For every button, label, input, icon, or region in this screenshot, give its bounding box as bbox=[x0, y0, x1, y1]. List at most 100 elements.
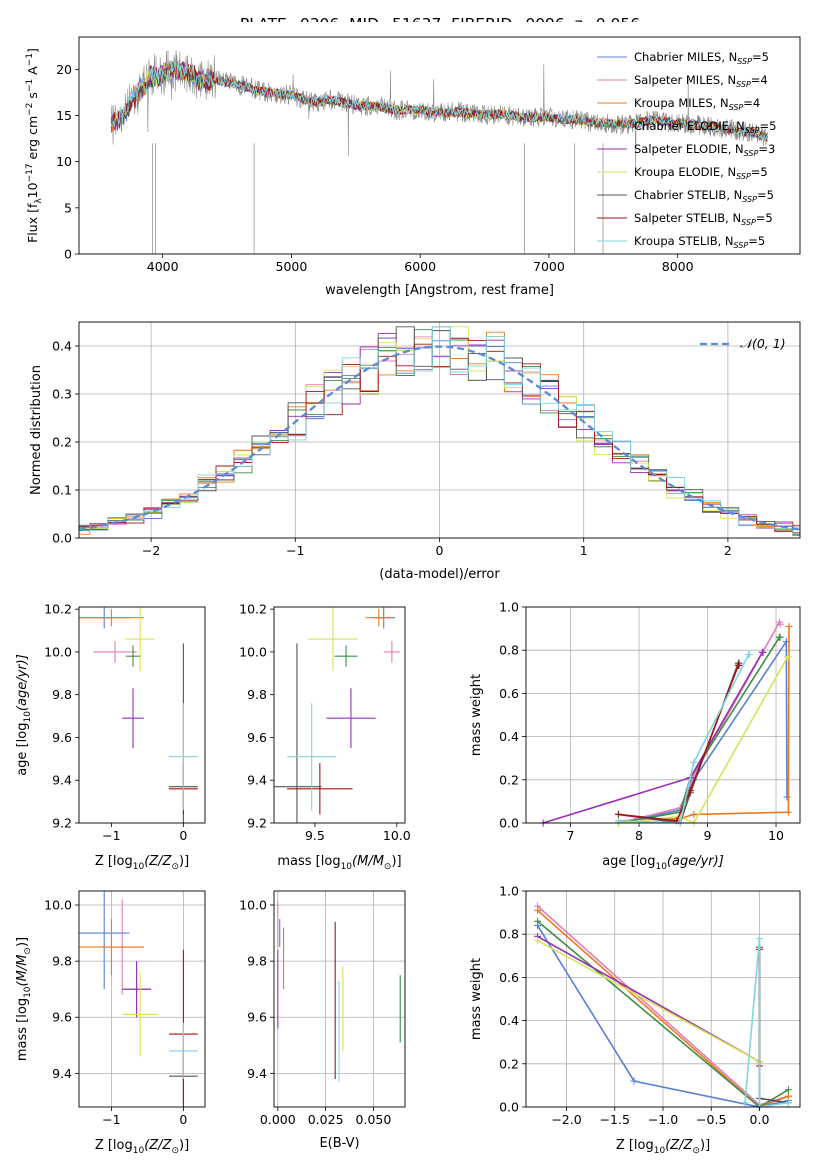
legend-label: Kroupa STELIB, NSSP=5 bbox=[634, 234, 765, 250]
x-tick-label: 2 bbox=[724, 543, 732, 558]
y-tick-label: 9.4 bbox=[52, 773, 72, 788]
x-tick-label: 9 bbox=[704, 828, 712, 843]
y-tick-label: 0.1 bbox=[52, 483, 72, 498]
x-tick-label: 0 bbox=[179, 1112, 187, 1127]
y-tick-label: 1.0 bbox=[499, 884, 519, 899]
x-tick-label: −2.0 bbox=[551, 1112, 581, 1127]
y-axis-label: Normed distribution bbox=[29, 365, 44, 495]
x-tick-label: −1 bbox=[102, 828, 120, 843]
y-axis-label: mass [log10(M/M⊙)] bbox=[15, 937, 33, 1061]
x-axis-label: E(B-V) bbox=[319, 1136, 359, 1151]
x-tick-label: 5000 bbox=[276, 259, 308, 274]
mass-weight-vs-age-panel: 0.0 0.2 0.4 0.6 0.8 1.0 7 8 9 10 age [log10(age/yr… bbox=[469, 600, 801, 872]
axes-frame bbox=[78, 890, 206, 1108]
y-tick-label: 10.0 bbox=[239, 644, 267, 659]
y-axis-label: mass weight bbox=[469, 674, 484, 756]
y-tick-label: 9.8 bbox=[52, 687, 72, 702]
x-tick-label: −1.5 bbox=[600, 1112, 630, 1127]
x-tick-label: 9.5 bbox=[305, 828, 325, 843]
hist-kroupa-stelib bbox=[79, 326, 800, 535]
mass-weight-vs-z-panel: 0.0 0.2 0.4 0.6 0.8 1.0 −2.0 −1.5 −1.0 −0.5 0.0 Z [… bbox=[469, 884, 801, 1156]
axes-frame bbox=[78, 36, 801, 255]
normal-curve bbox=[78, 345, 801, 531]
line-salpeter-stelib bbox=[618, 664, 740, 822]
y-tick-label: 20 bbox=[56, 62, 72, 77]
legend-label: Chabrier STELIB, NSSP=5 bbox=[634, 188, 774, 204]
y-tick-label: 0.4 bbox=[499, 729, 519, 744]
y-tick-label: 0.2 bbox=[52, 435, 72, 450]
x-tick-label: 10 bbox=[768, 828, 784, 843]
x-tick-label: −2 bbox=[142, 543, 160, 558]
x-tick-label: −1 bbox=[286, 543, 304, 558]
y-tick-label: 9.6 bbox=[52, 730, 72, 745]
legend-label: Chabrier ELODIE, NSSP=5 bbox=[634, 119, 776, 135]
legend-label: Kroupa MILES, NSSP=4 bbox=[634, 96, 760, 112]
line-chabrier-miles bbox=[536, 925, 789, 1108]
line-salpeter-elodie bbox=[542, 651, 763, 824]
line-kroupa-elodie bbox=[537, 939, 760, 1063]
y-axis-label: age [log10(age/yr)] bbox=[15, 654, 33, 776]
legend-label: 𝒩(0, 1) bbox=[740, 336, 786, 351]
legend-label: Kroupa ELODIE, NSSP=5 bbox=[634, 165, 768, 181]
legend-label: Chabrier MILES, NSSP=5 bbox=[634, 50, 769, 66]
axes-frame bbox=[78, 606, 206, 824]
y-tick-label: 9.8 bbox=[247, 954, 267, 969]
age-vs-z-panel: −1 0 9.2 9.4 9.6 9.8 10.0 10.2 Z [log10(Z/Z⊙)] ag… bbox=[15, 602, 206, 872]
model-spectrum-kroupa-stelib bbox=[110, 59, 768, 141]
axes-frame bbox=[273, 606, 406, 824]
top-mask bbox=[0, 22, 819, 37]
x-tick-label: 1 bbox=[580, 543, 588, 558]
y-tick-label: 9.6 bbox=[247, 730, 267, 745]
y-tick-label: 10 bbox=[56, 154, 72, 169]
x-tick-label: −1 bbox=[102, 1112, 120, 1127]
x-tick-label: 10.0 bbox=[383, 828, 411, 843]
x-axis-label: Z [log10(Z/Z⊙)] bbox=[616, 1138, 710, 1156]
y-tick-label: 10.2 bbox=[44, 602, 72, 617]
y-tick-label: 0.8 bbox=[499, 643, 519, 658]
x-axis-label: Z [log10(Z/Z⊙)] bbox=[95, 1138, 189, 1156]
y-tick-label: 9.2 bbox=[247, 816, 267, 831]
x-tick-label: 7000 bbox=[533, 259, 565, 274]
x-tick-label: −0.5 bbox=[696, 1112, 726, 1127]
y-tick-label: 15 bbox=[56, 108, 72, 123]
y-tick-label: 9.8 bbox=[247, 687, 267, 702]
y-tick-label: 9.6 bbox=[52, 1010, 72, 1025]
y-tick-label: 9.4 bbox=[52, 1066, 72, 1081]
x-tick-label: 0 bbox=[179, 828, 187, 843]
y-tick-label: 0 bbox=[64, 247, 72, 262]
spectrum-panel: 4000 5000 6000 7000 8000 0 5 10 15 20 wavelength [… bbox=[0, 22, 819, 298]
y-tick-label: 0.8 bbox=[499, 927, 519, 942]
x-tick-label: 0.0 bbox=[750, 1112, 770, 1127]
y-tick-label: 0.0 bbox=[499, 1100, 519, 1115]
x-tick-label: 0.025 bbox=[308, 1112, 344, 1127]
y-tick-label: 10.0 bbox=[44, 644, 72, 659]
y-tick-label: 10.2 bbox=[239, 602, 267, 617]
residual-histogram-panel: −2 −1 0 1 2 0.0 0.1 0.2 0.3 0.4 (data-model)/error… bbox=[29, 321, 801, 582]
x-axis-label: Z [log10(Z/Z⊙)] bbox=[95, 854, 189, 872]
y-tick-label: 5 bbox=[64, 200, 72, 215]
data-spectrum bbox=[110, 50, 769, 169]
y-axis-label: Flux [fλ10−17 erg cm−2 s−1 A−1] bbox=[25, 48, 44, 243]
y-tick-label: 0.6 bbox=[499, 686, 519, 701]
legend-label: Salpeter MILES, NSSP=4 bbox=[634, 73, 768, 89]
axes-frame bbox=[273, 890, 406, 1108]
x-tick-label: 8 bbox=[635, 828, 643, 843]
y-axis-label: mass weight bbox=[469, 958, 484, 1040]
y-tick-label: 1.0 bbox=[499, 600, 519, 615]
mass-vs-z-panel: −1 0 9.4 9.6 9.8 10.0 Z [log10(Z/Z⊙)] mass [log… bbox=[15, 890, 206, 1156]
x-tick-label: 6000 bbox=[404, 259, 436, 274]
x-tick-label: −1.0 bbox=[648, 1112, 678, 1127]
y-tick-label: 9.4 bbox=[247, 773, 267, 788]
mass-vs-ebv-panel: 0.000 0.025 0.050 9.4 9.6 9.8 10.0 E(B-V) bbox=[239, 890, 406, 1151]
y-tick-label: 9.8 bbox=[52, 954, 72, 969]
x-tick-label: 4000 bbox=[147, 259, 179, 274]
age-vs-mass-panel: 9.5 10.0 9.2 9.4 9.6 9.8 10.0 10.2 mass [log10(M… bbox=[239, 602, 411, 872]
x-axis-label: wavelength [Angstrom, rest frame] bbox=[325, 283, 554, 298]
y-tick-label: 9.4 bbox=[247, 1066, 267, 1081]
y-tick-label: 0.6 bbox=[499, 970, 519, 985]
line-chabrier-miles bbox=[618, 638, 788, 824]
y-tick-label: 0.0 bbox=[52, 531, 72, 546]
axes-frame bbox=[525, 606, 801, 824]
x-axis-label: mass [log10(M/M⊙)] bbox=[277, 854, 401, 872]
